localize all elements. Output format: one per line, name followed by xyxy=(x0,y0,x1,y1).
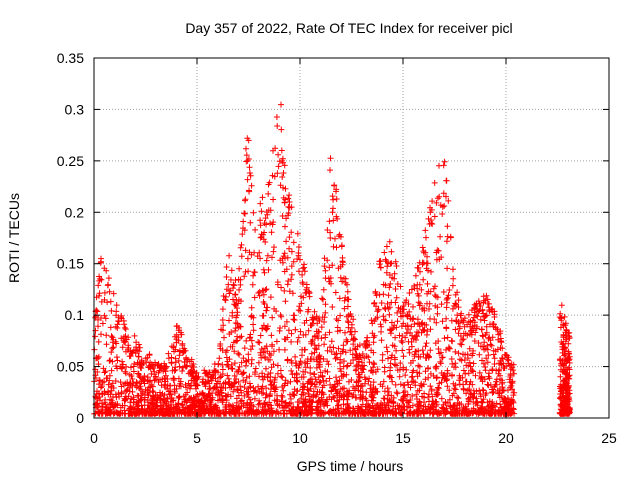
x-tick-label: 15 xyxy=(395,430,411,446)
y-tick-label: 0 xyxy=(76,410,84,426)
y-tick-label: 0.35 xyxy=(57,50,84,66)
y-tick-label: 0.15 xyxy=(57,256,84,272)
x-axis-label: GPS time / hours xyxy=(297,458,404,474)
y-tick-label: 0.2 xyxy=(65,204,85,220)
y-tick-label: 0.05 xyxy=(57,359,84,375)
chart-title: Day 357 of 2022, Rate Of TEC Index for r… xyxy=(185,20,512,36)
roti-points xyxy=(91,101,573,417)
x-tick-label: 0 xyxy=(90,430,98,446)
y-tick-label: 0.25 xyxy=(57,153,84,169)
y-tick-label: 0.3 xyxy=(65,101,85,117)
grid-lines xyxy=(94,58,609,418)
x-tick-label: 10 xyxy=(292,430,308,446)
y-axis-ticks: 0 0.05 0.1 0.15 0.2 0.25 0.3 0.35 xyxy=(57,50,609,426)
x-tick-label: 5 xyxy=(193,430,201,446)
x-axis-ticks: 0 5 10 15 20 25 xyxy=(90,58,617,446)
data-points xyxy=(91,101,573,417)
y-tick-label: 0.1 xyxy=(65,307,85,323)
x-tick-label: 25 xyxy=(601,430,617,446)
plot-frame xyxy=(93,57,610,419)
x-tick-label: 20 xyxy=(498,430,514,446)
y-axis-label: ROTI / TECUs xyxy=(6,193,22,283)
